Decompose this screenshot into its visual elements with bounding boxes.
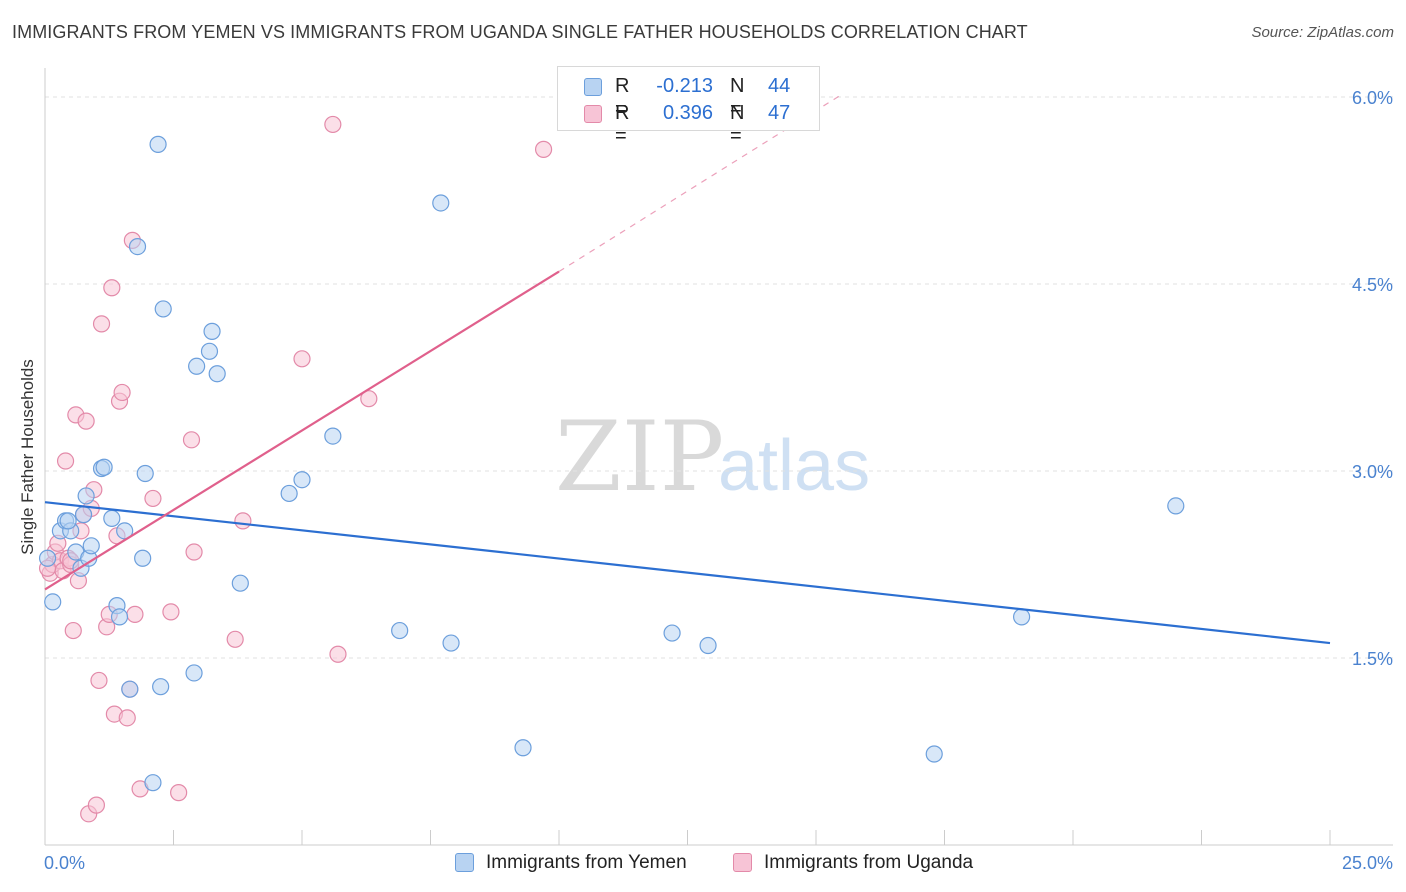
legend-r-label: R =: [615, 75, 630, 120]
uganda-point-42: [360, 390, 378, 408]
yemen-point-22: [149, 135, 167, 153]
yemen-point-18: [128, 238, 147, 256]
uganda-point-30: [126, 605, 144, 623]
yemen-point-24: [154, 300, 172, 318]
legend-r-value: -0.213: [656, 75, 713, 97]
yemen-point-23: [152, 678, 170, 696]
legend-n-value: 47: [768, 102, 791, 124]
yemen-point-38: [663, 624, 681, 642]
yemen-point-20: [136, 464, 154, 483]
grid-lines: [45, 96, 1393, 659]
trend-lines: [44, 93, 1331, 645]
uganda-point-22: [103, 279, 121, 297]
uganda-point-40: [324, 115, 342, 134]
yemen-point-12: [95, 458, 113, 476]
y-tick-label-1: 3.0%: [1352, 462, 1393, 482]
watermark-atlas: atlas: [718, 426, 870, 506]
legend-r-label: R =: [615, 102, 630, 147]
yemen-point-40: [925, 745, 943, 763]
uganda-point-26: [113, 383, 131, 402]
x-tick-label-0: 0.0%: [44, 853, 85, 873]
yemen-point-27: [200, 342, 219, 360]
uganda-point-13: [77, 412, 95, 430]
yemen-point-42: [1167, 497, 1185, 515]
yemen-point-13: [103, 509, 121, 527]
yemen-point-35: [432, 194, 450, 212]
chart-title: IMMIGRANTS FROM YEMEN VS IMMIGRANTS FROM…: [12, 22, 1028, 42]
yemen-point-28: [203, 322, 221, 340]
yemen-point-7: [74, 506, 93, 524]
yemen-point-21: [144, 774, 162, 792]
axes: [44, 68, 1393, 846]
yemen-point-31: [280, 484, 298, 503]
yemen-point-8: [77, 487, 95, 505]
yemen-point-26: [188, 357, 206, 375]
uganda-point-32: [144, 489, 162, 508]
uganda-point-43: [534, 140, 553, 158]
bottom-legend-label-uganda: Immigrants from Uganda: [764, 852, 974, 873]
yemen-point-34: [391, 621, 409, 640]
legend-n-label: N =: [730, 102, 745, 147]
yemen-points: [38, 135, 1185, 792]
y-tick-labels: 1.5% 3.0% 4.5% 6.0%: [1352, 88, 1393, 669]
yemen-point-39: [699, 636, 717, 655]
legend-swatch-yemen: [584, 78, 602, 96]
yemen-point-29: [208, 365, 226, 383]
yemen-point-36: [442, 634, 460, 652]
yemen-trend-line: [44, 501, 1331, 645]
yemen-point-19: [134, 549, 152, 567]
bottom-legend-swatch-uganda: [733, 853, 752, 872]
yemen-point-32: [293, 471, 311, 489]
yemen-point-0: [44, 593, 62, 611]
uganda-point-17: [87, 796, 106, 814]
bottom-legend-label-yemen: Immigrants from Yemen: [486, 852, 687, 873]
uganda-point-8: [64, 621, 82, 640]
bottom-legend-swatch-yemen: [455, 853, 474, 872]
legend-r-value: 0.396: [662, 102, 713, 124]
uganda-point-34: [170, 784, 188, 802]
uganda-point-38: [234, 512, 252, 530]
legend-n-value: 44: [768, 75, 791, 97]
uganda-point-19: [92, 315, 111, 333]
y-tick-label-3: 6.0%: [1352, 88, 1393, 108]
legend-swatch-uganda: [584, 105, 602, 123]
yemen-point-37: [514, 739, 532, 757]
yemen-point-15: [110, 608, 129, 626]
uganda-point-39: [293, 350, 311, 368]
uganda-point-35: [182, 431, 201, 449]
uganda-trend-line: [44, 270, 560, 591]
y-tick-label-0: 1.5%: [1352, 649, 1393, 669]
uganda-points: [38, 115, 553, 823]
uganda-point-33: [162, 603, 180, 621]
correlation-legend: R = -0.213 N = 44 R = 0.396 N = 47: [557, 66, 820, 147]
watermark-zip: ZIP: [555, 401, 724, 513]
x-tick-label-1: 25.0%: [1342, 853, 1393, 873]
yemen-point-33: [324, 427, 342, 445]
uganda-point-41: [329, 645, 347, 663]
uganda-point-37: [226, 630, 244, 648]
source-label: Source: ZipAtlas.com: [1251, 24, 1394, 41]
y-tick-label-2: 4.5%: [1352, 275, 1393, 295]
yemen-point-4: [59, 512, 77, 530]
x-tick-labels: 0.0% 25.0%: [44, 853, 1393, 873]
yemen-point-25: [185, 664, 203, 682]
uganda-point-27: [118, 709, 136, 727]
yemen-point-10: [82, 537, 100, 555]
legend-n-label: N =: [730, 75, 745, 120]
yemen-point-17: [121, 680, 139, 698]
yemen-point-30: [231, 574, 249, 592]
yemen-point-16: [116, 522, 134, 540]
uganda-point-36: [185, 543, 203, 561]
watermark: ZIP atlas: [555, 401, 870, 513]
uganda-point-18: [90, 671, 108, 690]
uganda-point-44: [56, 452, 75, 470]
yemen-point-43: [38, 549, 57, 567]
yemen-point-41: [1012, 608, 1031, 626]
